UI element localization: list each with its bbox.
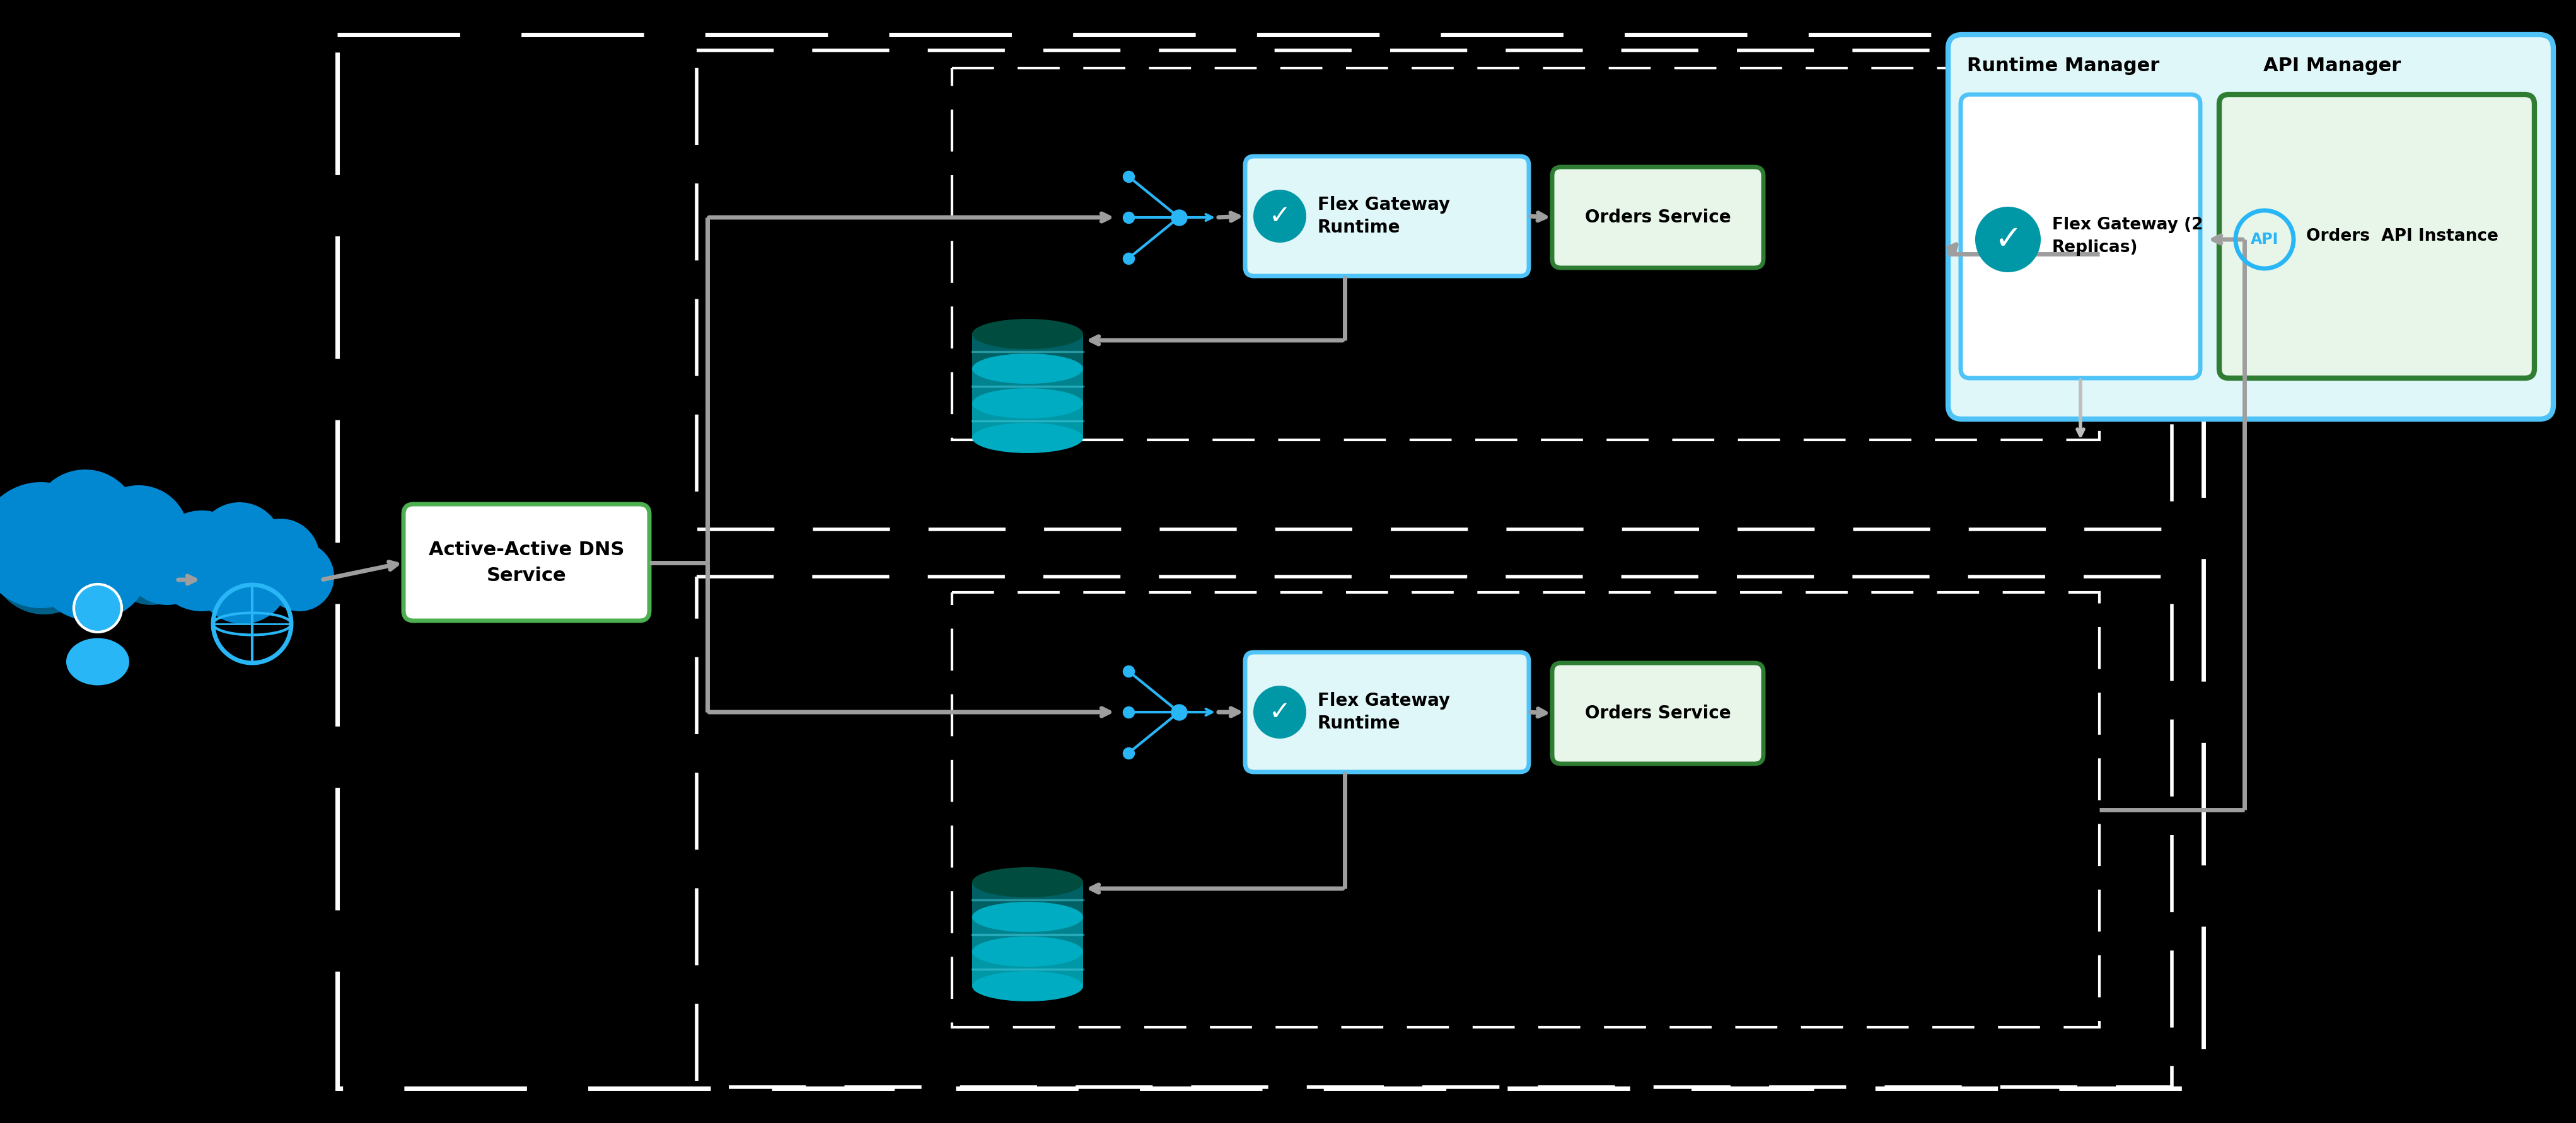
- Bar: [696, 51, 2172, 529]
- Ellipse shape: [67, 638, 129, 685]
- Circle shape: [88, 485, 188, 586]
- Ellipse shape: [971, 389, 1082, 419]
- FancyBboxPatch shape: [1947, 35, 2553, 419]
- Circle shape: [152, 511, 252, 611]
- Circle shape: [31, 501, 152, 621]
- Text: Runtime Manager: Runtime Manager: [1968, 57, 2159, 75]
- FancyBboxPatch shape: [1960, 94, 2200, 378]
- Circle shape: [196, 529, 291, 624]
- Bar: [971, 334, 1082, 368]
- Ellipse shape: [971, 937, 1082, 967]
- Circle shape: [1255, 190, 1306, 243]
- Text: ✓: ✓: [1994, 223, 2022, 256]
- Ellipse shape: [971, 971, 1082, 1002]
- Circle shape: [124, 517, 211, 605]
- Circle shape: [196, 502, 283, 588]
- Ellipse shape: [971, 319, 1082, 349]
- Bar: [971, 951, 1082, 986]
- Text: ✓: ✓: [1270, 203, 1291, 229]
- Text: Orders  API Instance: Orders API Instance: [2306, 228, 2499, 245]
- Bar: [971, 883, 1082, 916]
- Text: API Manager: API Manager: [2264, 57, 2401, 75]
- Text: ✓: ✓: [1270, 699, 1291, 725]
- Text: Orders Service: Orders Service: [1584, 704, 1731, 722]
- Bar: [696, 576, 2172, 1087]
- Ellipse shape: [971, 902, 1082, 932]
- Circle shape: [242, 519, 319, 596]
- FancyBboxPatch shape: [2218, 94, 2535, 378]
- FancyBboxPatch shape: [1553, 663, 1765, 764]
- Bar: [971, 403, 1082, 438]
- Ellipse shape: [971, 423, 1082, 453]
- Circle shape: [46, 513, 149, 614]
- Circle shape: [75, 584, 121, 632]
- Circle shape: [1976, 207, 2040, 272]
- Text: Active-Active DNS
Service: Active-Active DNS Service: [428, 541, 623, 585]
- Bar: [971, 368, 1082, 403]
- Text: Orders Service: Orders Service: [1584, 209, 1731, 226]
- Text: Flex Gateway
Runtime: Flex Gateway Runtime: [1319, 195, 1450, 237]
- FancyBboxPatch shape: [1244, 652, 1528, 772]
- Circle shape: [108, 517, 196, 605]
- Circle shape: [1255, 686, 1306, 739]
- Bar: [971, 916, 1082, 951]
- Bar: [953, 69, 2099, 440]
- Ellipse shape: [971, 867, 1082, 897]
- Bar: [337, 35, 2202, 1088]
- Text: API: API: [2251, 232, 2280, 247]
- Ellipse shape: [971, 354, 1082, 384]
- Text: Flex Gateway
Runtime: Flex Gateway Runtime: [1319, 692, 1450, 732]
- FancyBboxPatch shape: [1553, 167, 1765, 267]
- FancyBboxPatch shape: [404, 504, 649, 621]
- Circle shape: [31, 469, 139, 576]
- Circle shape: [0, 482, 103, 609]
- Circle shape: [265, 542, 335, 611]
- Circle shape: [0, 508, 98, 614]
- Text: Flex Gateway (2
Replicas): Flex Gateway (2 Replicas): [2053, 217, 2202, 256]
- FancyBboxPatch shape: [1244, 156, 1528, 276]
- Bar: [953, 592, 2099, 1028]
